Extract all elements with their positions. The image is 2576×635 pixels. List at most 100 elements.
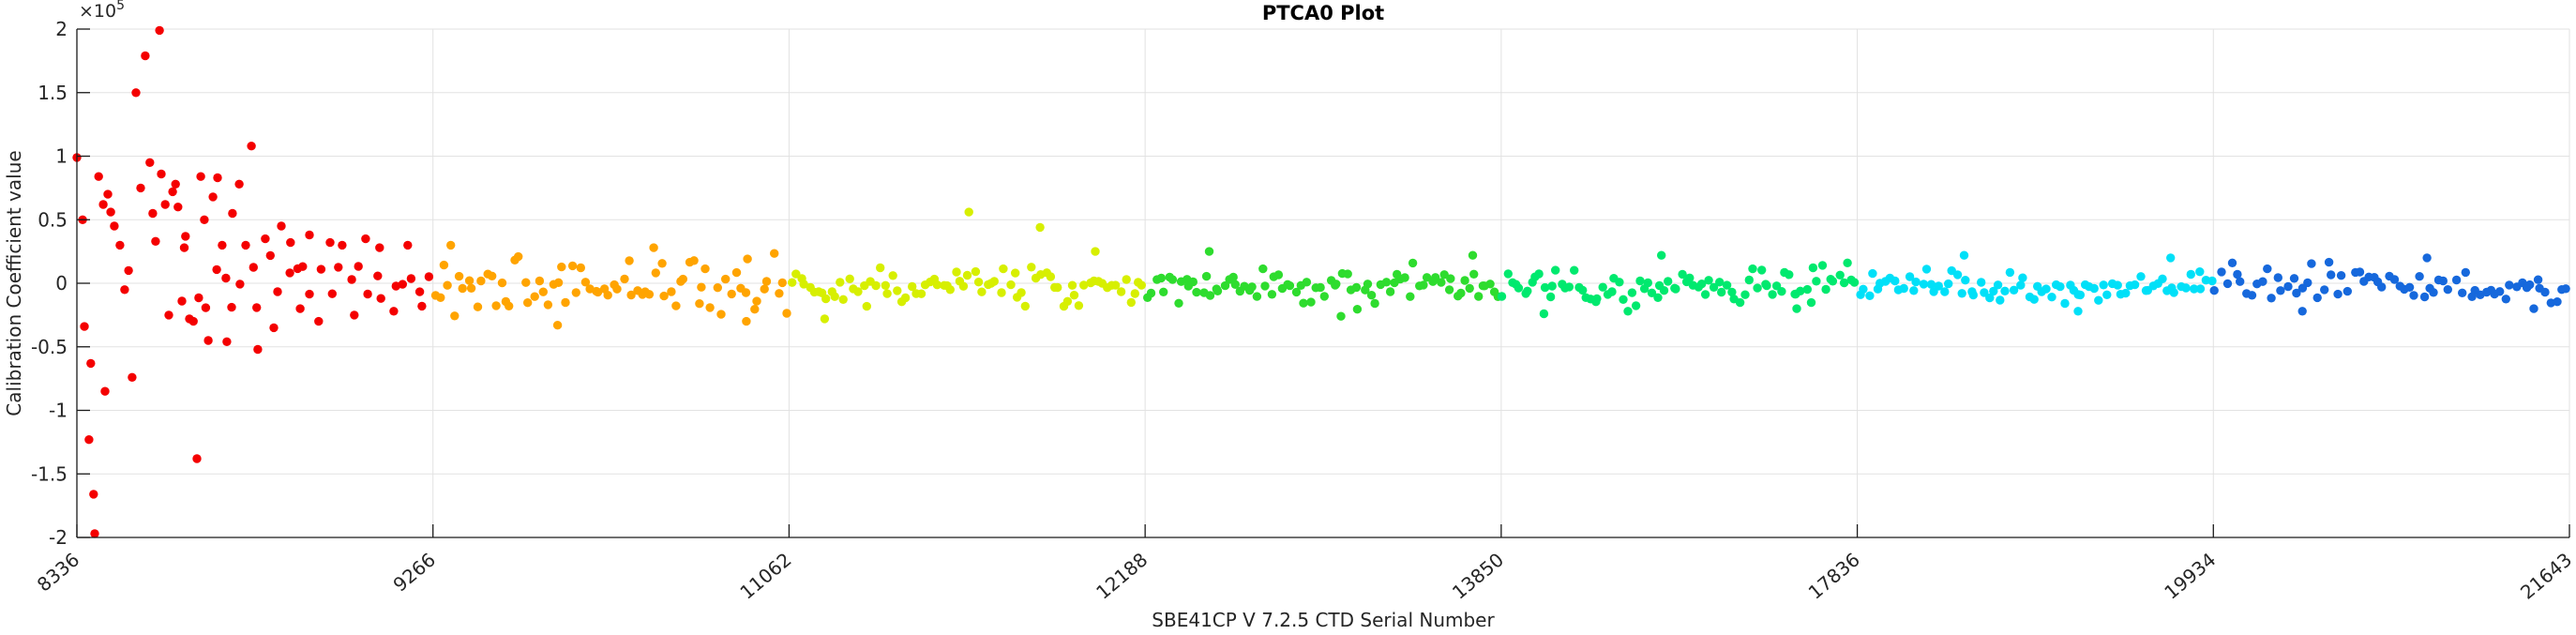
data-point [228,208,237,219]
data-point [2307,259,2316,268]
data-point [932,280,942,290]
y-tick-label: 1.5 [38,82,68,104]
data-point [1228,272,1238,282]
data-point [1717,287,1726,297]
data-point [876,263,885,273]
data-point [1252,292,1262,301]
data-point [221,273,231,283]
data-point [882,289,892,298]
data-point [2207,276,2217,286]
data-point [1919,280,1929,289]
data-point [305,289,314,299]
data-point [721,274,731,284]
data-point [1578,285,1588,295]
data-point [644,290,655,299]
data-point [194,293,203,303]
data-point [1635,276,1645,286]
y-axis-offset-text: ×105 [79,0,125,22]
data-point [1806,297,1816,308]
data-point [1062,296,1073,306]
data-point [716,310,726,319]
data-point [1909,286,1919,295]
data-point [295,304,305,313]
data-point [727,289,736,299]
data-point [1267,290,1277,299]
data-point [1247,282,1257,292]
data-point [1306,297,1316,307]
data-point [561,297,570,308]
y-tick-label: 0.5 [38,208,68,231]
data-point [261,234,270,244]
data-point [389,307,399,316]
data-point [213,173,222,183]
data-point [1110,280,1121,290]
data-point [952,267,961,277]
data-point [1777,287,1786,296]
data-point [491,301,501,310]
data-point [557,262,566,272]
data-point [2094,295,2103,305]
data-point [2533,275,2543,284]
data-point [2166,253,2176,263]
data-point [505,301,514,310]
data-point [1647,288,1657,297]
data-point [334,263,343,272]
data-point [285,268,294,278]
data-point [1067,280,1077,290]
data-point [580,278,591,287]
data-point [1709,282,1719,292]
data-point [403,240,413,250]
data-point [1545,292,1556,302]
data-point [1821,284,1830,295]
data-point [446,240,456,250]
data-point [2233,269,2242,280]
data-point [625,256,634,265]
data-point [1230,280,1241,289]
data-point [700,264,710,274]
data-point [2312,293,2322,303]
data-point [1146,288,1156,298]
data-point [958,281,969,291]
data-point [678,274,687,284]
data-point [1989,286,1998,296]
data-point [1366,291,1377,300]
data-point [1122,275,1131,284]
data-point [1116,287,1126,296]
data-point [1302,278,1312,287]
data-point [2186,269,2195,280]
data-point [1959,250,1969,260]
data-point [1627,288,1637,297]
data-point [164,310,173,320]
data-point [1753,283,1762,293]
data-point [1808,263,1818,273]
data-point [1035,222,1045,233]
data-point [1607,287,1617,296]
data-point [576,263,585,273]
data-point [1664,277,1673,286]
data-point [2336,271,2346,280]
data-point [1408,258,1418,268]
data-point [760,284,769,294]
data-point [103,189,113,199]
data-point [2292,288,2301,298]
x-tick-label: 12188 [1092,548,1152,603]
data-point [148,208,158,219]
data-point [2461,267,2470,278]
data-point [612,284,622,294]
data-point [406,274,416,283]
data-point [2443,285,2452,295]
data-point [2505,280,2514,290]
data-point [1968,290,1978,300]
data-point [1985,293,1995,303]
data-point [2169,288,2178,297]
data-point [962,270,972,280]
data-point [649,243,658,252]
data-point [1678,269,1687,280]
data-point [908,281,917,292]
data-point [838,295,848,304]
data-point [553,278,564,287]
data-point [2343,286,2352,296]
data-point [2276,286,2285,295]
data-point [1444,285,1454,295]
